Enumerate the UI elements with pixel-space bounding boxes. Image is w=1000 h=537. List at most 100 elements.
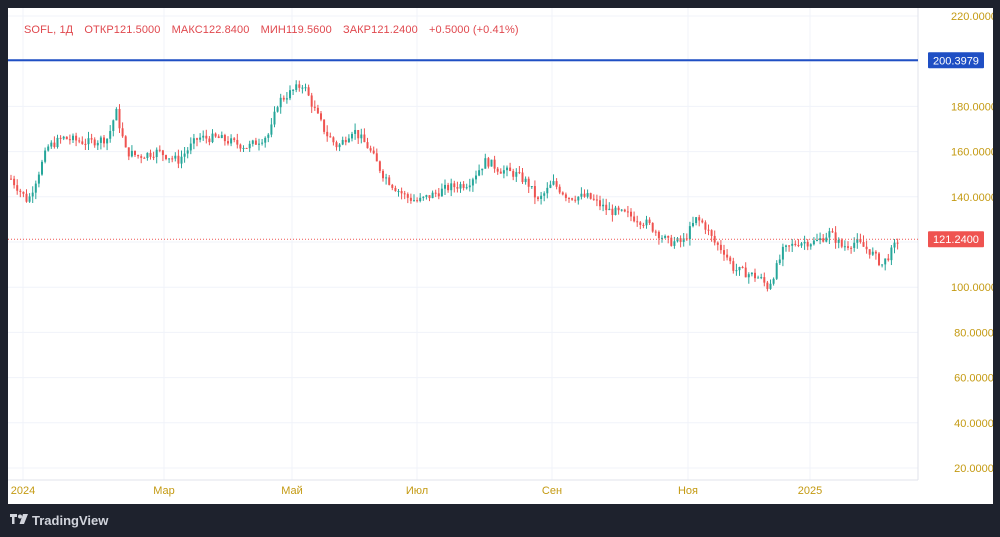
candles-group (10, 80, 899, 292)
candle-body (233, 138, 236, 140)
candle-body (388, 177, 391, 185)
candle-body (59, 137, 62, 139)
y-tick-label: 40.0000 (954, 418, 993, 430)
candle-body (239, 144, 242, 149)
candle-body (561, 192, 564, 195)
candle-body (853, 242, 856, 248)
chart-panel[interactable]: 200.3979 121.2400 220.0000 180.0000 160.000… (8, 8, 993, 504)
candle-body (636, 221, 639, 223)
candle-body (447, 184, 450, 191)
candle-body (878, 253, 880, 266)
candle-body (34, 183, 37, 193)
candle-body (174, 155, 177, 159)
candle-body (31, 192, 34, 197)
candle-body (279, 97, 282, 108)
candle-body (41, 161, 43, 175)
candle-body (468, 185, 471, 188)
candle-body (837, 239, 840, 243)
candle-body (202, 135, 205, 138)
candle-body (56, 137, 59, 148)
candle-body (220, 135, 223, 139)
candle-body (502, 170, 505, 174)
candle-body (840, 239, 843, 247)
candle-body (580, 193, 583, 197)
close-value: ЗАКР121.2400 (343, 24, 418, 36)
candlestick-chart[interactable]: 200.3979 121.2400 220.0000 180.0000 160.000… (8, 8, 993, 504)
candle-body (292, 89, 295, 91)
candle-body (537, 197, 539, 199)
candle-body (533, 186, 536, 198)
candle-body (518, 172, 521, 174)
candle-body (564, 194, 567, 198)
candle-body (199, 137, 202, 140)
candle-body (81, 141, 84, 144)
y-tick-label: 80.0000 (954, 327, 993, 339)
candle-body (444, 184, 446, 189)
candle-body (859, 238, 862, 243)
candle-body (165, 155, 167, 159)
candle-body (679, 238, 682, 242)
candle-body (893, 242, 896, 248)
candle-body (781, 246, 784, 260)
candle-body (661, 237, 663, 239)
candle-body (546, 187, 549, 194)
candle-body (623, 209, 626, 212)
candle-body (394, 187, 397, 192)
candle-body (304, 87, 307, 89)
candle-body (369, 148, 372, 151)
candle-body (118, 108, 121, 129)
symbol-label[interactable]: SOFL, 1Д (24, 24, 74, 36)
candle-body (543, 193, 546, 196)
candle-body (744, 267, 747, 278)
candle-body (298, 84, 301, 88)
candle-body (803, 241, 806, 244)
candle-body (422, 196, 425, 198)
time-axis[interactable]: 2024 Мар Май Июл Сен Ноя 2025 (11, 485, 822, 497)
candle-body (667, 235, 670, 238)
candle-body (143, 157, 146, 159)
candle-body (778, 259, 781, 264)
candle-body (608, 208, 611, 211)
brand-footer: TradingView (10, 510, 108, 530)
candle-body (211, 133, 214, 143)
candle-body (812, 240, 815, 245)
candle-body (214, 133, 217, 137)
close-label: ЗАКР (342, 24, 372, 36)
candle-body (614, 207, 617, 216)
candle-body (208, 138, 211, 143)
candle-body (428, 195, 431, 199)
candle-body (723, 250, 725, 255)
close-number: 121.2400 (371, 24, 418, 36)
candle-body (186, 150, 189, 154)
candle-body (822, 238, 825, 242)
candle-body (558, 186, 561, 193)
x-tick-label: Сен (542, 485, 562, 497)
candle-body (161, 150, 164, 156)
candle-body (62, 136, 65, 139)
candle-body (676, 238, 679, 242)
candle-body (670, 237, 673, 246)
candle-body (688, 226, 691, 240)
candle-body (465, 187, 468, 189)
candle-body (264, 137, 267, 143)
candle-body (657, 231, 660, 239)
candle-body (602, 204, 605, 207)
candle-body (65, 136, 68, 140)
candle-body (568, 197, 570, 199)
low-label: МИН (260, 24, 286, 36)
candle-body (648, 219, 651, 223)
candle-body (310, 95, 313, 107)
candle-body (254, 140, 257, 145)
candle-body (68, 139, 71, 141)
x-tick-label: Май (281, 485, 303, 497)
candle-body (760, 277, 763, 279)
candle-body (354, 129, 357, 134)
last-price-tag (928, 231, 984, 248)
candle-body (112, 120, 115, 131)
candle-body (775, 263, 778, 279)
candle-body (595, 199, 598, 201)
price-axis[interactable]: 220.0000 180.0000 160.0000 140.0000 100.0000… (951, 11, 993, 475)
high-label: МАКС (171, 24, 203, 36)
candle-body (276, 107, 279, 112)
y-tick-label: 20.0000 (954, 463, 993, 475)
